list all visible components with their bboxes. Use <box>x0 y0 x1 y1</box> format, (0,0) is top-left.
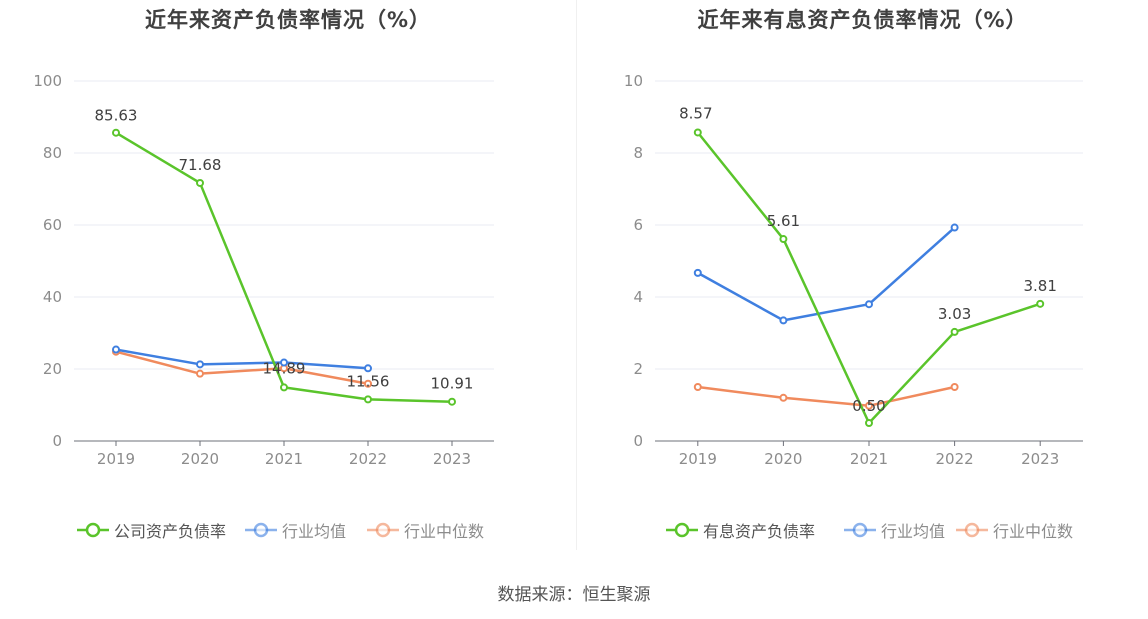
left-chart-title: 近年来资产负债率情况（%） <box>144 8 432 32</box>
y-tick-label: 6 <box>633 216 643 234</box>
data-point[interactable] <box>779 235 788 244</box>
data-label: 11.56 <box>347 372 390 390</box>
legend-line-icon <box>666 522 698 538</box>
legend-item[interactable]: 行业中位数 <box>366 517 484 543</box>
legend-line-icon <box>245 522 277 538</box>
legend-label: 行业均值 <box>282 522 347 541</box>
data-label: 85.63 <box>95 107 138 125</box>
x-tick-label: 2023 <box>1021 450 1059 468</box>
legend-item[interactable]: 行业均值 <box>244 517 346 543</box>
data-point[interactable] <box>950 223 959 232</box>
data-point[interactable] <box>950 383 959 391</box>
left-chart-legend: 公司资产负债率 行业均值 行业中位数 <box>0 517 576 543</box>
legend-label: 公司资产负债率 <box>114 522 227 541</box>
data-point[interactable] <box>865 300 873 309</box>
y-tick-label: 4 <box>633 288 643 306</box>
data-label: 0.50 <box>852 397 885 415</box>
left-chart-panel: 近年来资产负债率情况（%） 0 20 40 60 80 100 2019 2020 2021 20… <box>0 0 576 560</box>
right-chart-panel: 近年来有息资产负债率情况（%） 0 2 4 6 8 10 2019 2020 2021 2022 2… <box>577 0 1148 560</box>
x-tick-label: 2022 <box>349 450 387 468</box>
x-tick-label: 2019 <box>679 450 717 468</box>
legend-item[interactable]: 行业中位数 <box>955 517 1073 543</box>
y-tick-label: 0 <box>633 432 643 450</box>
legend-label: 行业中位数 <box>404 522 485 541</box>
x-tick-label: 2020 <box>764 450 802 468</box>
data-point[interactable] <box>196 369 204 378</box>
data-label: 5.61 <box>767 212 800 230</box>
right-chart-title: 近年来有息资产负债率情况（%） <box>697 8 1028 32</box>
x-tick-label: 2021 <box>850 450 888 468</box>
series-line <box>115 348 369 370</box>
data-point[interactable] <box>865 401 873 410</box>
legend-item[interactable]: 公司资产负债率 <box>76 517 226 543</box>
x-tick-label: 2022 <box>936 450 974 468</box>
y-tick-label: 100 <box>33 72 62 90</box>
x-tick-label: 2020 <box>181 450 219 468</box>
legend-line-icon <box>77 522 109 538</box>
y-tick-label: 60 <box>43 216 62 234</box>
x-tick-label: 2023 <box>433 450 471 468</box>
data-point[interactable] <box>448 397 456 406</box>
y-tick-label: 8 <box>633 144 643 162</box>
x-tick-label: 2019 <box>97 450 135 468</box>
left-chart-plot: 0 20 40 60 80 100 2019 2020 2021 2022 2023 85.63 71.… <box>33 72 494 468</box>
legend-label: 有息资产负债率 <box>703 522 816 541</box>
right-chart-legend: 有息资产负债率 行业均值 行业中位数 <box>577 517 1148 543</box>
y-tick-label: 80 <box>43 144 62 162</box>
series-line <box>697 226 956 322</box>
data-label: 8.57 <box>679 104 712 122</box>
y-tick-label: 40 <box>43 288 62 306</box>
panel-divider <box>576 0 577 550</box>
data-point[interactable] <box>364 395 372 404</box>
x-tick-label: 2021 <box>265 450 303 468</box>
data-point[interactable] <box>196 178 204 187</box>
data-label: 14.89 <box>263 359 306 377</box>
data-label: 71.68 <box>179 156 222 174</box>
data-point[interactable] <box>112 345 120 354</box>
legend-line-icon <box>844 522 876 538</box>
legend-item[interactable]: 有息资产负债率 <box>665 517 815 543</box>
data-point[interactable] <box>280 358 288 367</box>
data-point[interactable] <box>693 128 702 137</box>
data-point[interactable] <box>364 379 372 388</box>
series-line <box>696 131 1041 425</box>
y-tick-label: 10 <box>624 72 643 90</box>
y-tick-label: 2 <box>633 360 643 378</box>
data-point[interactable] <box>950 327 959 336</box>
y-tick-label: 20 <box>43 360 62 378</box>
data-point[interactable] <box>779 316 788 325</box>
data-point[interactable] <box>280 383 288 392</box>
legend-label: 行业中位数 <box>993 522 1074 541</box>
data-label: 3.81 <box>1023 277 1056 295</box>
data-label: 3.03 <box>938 305 971 323</box>
data-label: 10.91 <box>431 375 474 393</box>
series-line <box>697 385 955 407</box>
data-point[interactable] <box>779 393 788 402</box>
data-point[interactable] <box>693 383 702 391</box>
right-chart-plot: 0 2 4 6 8 10 2019 2020 2021 2022 2023 8.57 5.61 0.50 3… <box>624 72 1083 468</box>
data-point[interactable] <box>196 360 204 369</box>
legend-line-icon <box>367 522 399 538</box>
data-point[interactable] <box>112 128 120 137</box>
y-tick-label: 0 <box>52 432 62 450</box>
series-line <box>115 350 369 385</box>
legend-label: 行业均值 <box>881 522 946 541</box>
legend-line-icon <box>956 522 988 538</box>
data-source-note: 数据来源：恒生聚源 <box>497 585 651 605</box>
data-point[interactable] <box>865 419 873 427</box>
data-point[interactable] <box>364 364 372 373</box>
legend-item[interactable]: 行业均值 <box>843 517 945 543</box>
data-point[interactable] <box>1036 299 1045 308</box>
data-point[interactable] <box>693 268 702 277</box>
